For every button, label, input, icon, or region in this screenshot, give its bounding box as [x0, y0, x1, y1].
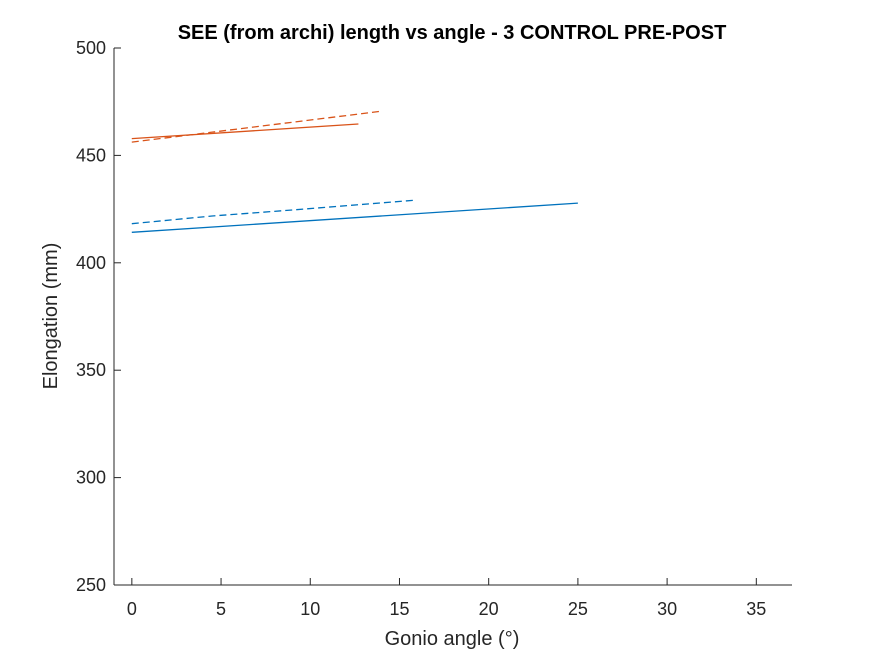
y-tick-label: 300 [76, 468, 106, 488]
y-axis-ticks: 250 300 350 400 450 500 [76, 38, 121, 595]
x-tick-label: 10 [300, 599, 320, 619]
plot-area [113, 48, 792, 586]
x-tick-label: 35 [746, 599, 766, 619]
x-axis-label: Gonio angle (°) [385, 628, 520, 650]
y-axis-label: Elongation (mm) [40, 243, 62, 390]
series-layer [131, 110, 578, 233]
x-tick-label: 20 [479, 599, 499, 619]
series-line-3 [131, 123, 359, 140]
x-tick-label: 5 [216, 599, 226, 619]
chart-title: SEE (from archi) length vs angle - 3 CON… [178, 22, 727, 44]
y-tick-label: 350 [76, 360, 106, 380]
y-tick-label: 250 [76, 575, 106, 595]
series-line-2 [131, 199, 414, 225]
x-tick-label: 30 [657, 599, 677, 619]
x-tick-label: 0 [127, 599, 137, 619]
series-line-1 [131, 202, 578, 233]
series-line-4 [131, 110, 382, 143]
x-tick-label: 15 [389, 599, 409, 619]
y-tick-label: 450 [76, 145, 106, 165]
x-tick-label: 25 [568, 599, 588, 619]
y-tick-label: 400 [76, 253, 106, 273]
y-tick-label: 500 [76, 38, 106, 58]
x-axis-ticks: 0 5 10 15 20 25 30 35 [127, 578, 766, 619]
